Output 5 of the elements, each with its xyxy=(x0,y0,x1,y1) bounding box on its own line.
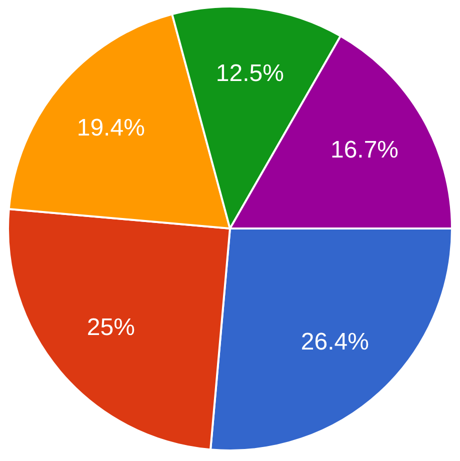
data-label: 25% xyxy=(86,314,135,341)
data-label: 12.5% xyxy=(216,60,284,88)
data-label: 26.4% xyxy=(300,328,369,356)
data-label: 16.7% xyxy=(330,136,399,164)
data-label: 19.4% xyxy=(76,114,145,142)
